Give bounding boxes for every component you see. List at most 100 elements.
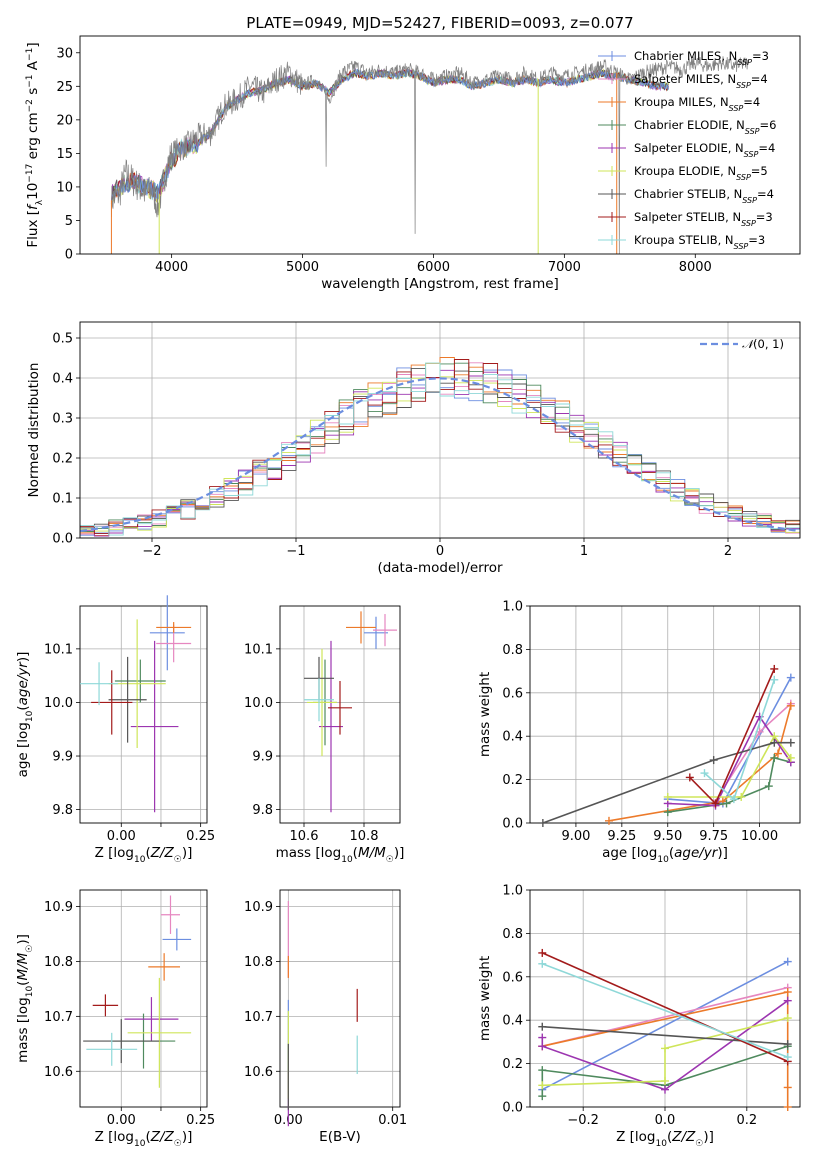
y-tick-label: 10.0 (44, 696, 73, 711)
x-tick-label: 5000 (286, 260, 319, 275)
panel-residuals: −2 −1 0 1 2 0.0 0.1 0.2 0.3 0.4 0.5 𝒩(0, 1) (data-mo… (26, 321, 801, 576)
gaussian-legend-label: 𝒩(0, 1) (742, 337, 784, 351)
x-tick-label: 0.00 (107, 829, 136, 844)
x-tick-label: 10.00 (741, 829, 778, 844)
x-tick-label: −2 (142, 544, 161, 559)
x-tick-label: 0.01 (378, 1113, 407, 1128)
panel-mass_age: 10.6 10.8 9.8 9.9 10.0 10.1 mass [log10(M/M☉)] (244, 605, 405, 865)
legend-entry: Chabrier ELODIE, NSSP=6 (634, 118, 776, 136)
legend-entry: Kroupa ELODIE, NSSP=5 (634, 164, 768, 182)
weight-series-line (541, 952, 789, 1063)
x-tick-label: 10.6 (290, 829, 319, 844)
x-tick-label: −0.2 (567, 1113, 599, 1128)
y-tick-label: 0.0 (52, 532, 73, 547)
y-tick-label: 10.7 (44, 1010, 73, 1025)
age_weight-lines (538, 664, 795, 827)
panel-z_weight: −0.2 0.0 0.2 0.0 0.2 0.4 0.6 0.8 1.0 Z [log10(Z/Z… (477, 884, 801, 1149)
legend-entry: Chabrier MILES, NSSP=3 (634, 49, 769, 67)
legend-entry: Salpeter MILES, NSSP=4 (634, 72, 768, 90)
mass_age-points (304, 611, 397, 813)
spectrum-x-label: wavelength [Angstrom, rest frame] (321, 276, 559, 292)
x-tick-label: 0.2 (736, 1113, 757, 1128)
spectrum-legend: Chabrier MILES, NSSP=3 Salpeter MILES, NS… (598, 49, 776, 251)
y-tick-label: 10.1 (44, 642, 73, 657)
y-tick-label: 1.0 (502, 600, 523, 615)
axes-frame (279, 605, 401, 824)
y-tick-label: 0.2 (52, 452, 73, 467)
y-tick-label: 9.9 (52, 750, 73, 765)
spectrum-y-label: Flux [fλ10−17 erg cm−2 s−1 A−1] (25, 42, 45, 247)
y-tick-label: 10.6 (44, 1065, 73, 1080)
histogram-plot-area (80, 357, 800, 537)
x-tick-label: 9.25 (607, 829, 636, 844)
y-tick-label: 10 (56, 180, 73, 195)
z_mass-y-label: mass [log10(M/M☉)] (15, 934, 35, 1063)
axes-frame (79, 35, 801, 255)
y-tick-label: 0.2 (502, 1057, 523, 1072)
weight-series-line (608, 705, 792, 822)
weight-series-line (667, 734, 792, 798)
x-tick-label: 7000 (548, 260, 581, 275)
y-tick-label: 0.1 (52, 492, 73, 507)
y-tick-label: 1.0 (502, 884, 523, 899)
y-tick-label: 10.0 (244, 696, 273, 711)
z_mass-x-label: Z [log10(Z/Z☉)] (95, 1129, 193, 1149)
x-tick-label: 0.25 (186, 829, 215, 844)
z_age-points (80, 595, 192, 813)
gaussian-curve (80, 377, 800, 533)
y-tick-label: 10.1 (244, 642, 273, 657)
figure-title: PLATE=0949, MJD=52427, FIBERID=0093, z=0… (246, 14, 633, 32)
mass_age-x-label: mass [log10(M/M☉)] (276, 845, 405, 865)
y-tick-label: 10.8 (44, 955, 73, 970)
x-tick-label: 2 (724, 544, 732, 559)
x-tick-label: 9.00 (561, 829, 590, 844)
x-tick-label: 0 (436, 544, 444, 559)
y-tick-label: 0.3 (52, 412, 73, 427)
y-tick-label: 30 (56, 46, 73, 61)
weight-series-line (541, 1000, 789, 1091)
y-tick-label: 0.6 (502, 970, 523, 985)
panel-age_weight: 9.00 9.25 9.50 9.75 10.00 0.0 0.2 0.4 0.6 0.8 1.0 a… (477, 600, 801, 865)
y-tick-label: 0.2 (502, 773, 523, 788)
y-tick-label: 9.8 (252, 803, 273, 818)
x-tick-label: 8000 (679, 260, 712, 275)
residuals-y-label: Normed distribution (26, 363, 42, 498)
y-tick-label: 0.8 (502, 927, 523, 942)
age_weight-x-label: age [log10(age/yr)] (602, 845, 728, 865)
panel-z_age: 0.00 0.25 9.8 9.9 10.0 10.1 Z [log10(Z/Z☉)] age… (15, 595, 215, 865)
y-tick-label: 5 (65, 214, 73, 229)
x-tick-label: 6000 (417, 260, 450, 275)
y-tick-label: 20 (56, 113, 73, 128)
legend-entry: Chabrier STELIB, NSSP=4 (634, 187, 774, 205)
y-tick-label: 0.4 (52, 372, 73, 387)
x-tick-label: 10.8 (350, 829, 379, 844)
y-tick-label: 0.8 (502, 643, 523, 658)
y-tick-label: 0.0 (502, 1101, 523, 1116)
y-tick-label: 15 (56, 147, 73, 162)
x-tick-label: 1 (580, 544, 588, 559)
y-tick-label: 0.4 (502, 1014, 523, 1029)
axes-frame (79, 321, 801, 539)
weight-series-line (703, 679, 776, 801)
weight-series-line (541, 960, 789, 1091)
ebv_mass-points (287, 900, 358, 1127)
y-tick-label: 10.8 (244, 955, 273, 970)
y-tick-label: 0 (65, 248, 73, 263)
x-tick-label: 9.75 (699, 829, 728, 844)
x-tick-label: −1 (286, 544, 305, 559)
z_weight-y-label: mass weight (477, 956, 493, 1041)
y-tick-label: 0.4 (502, 730, 523, 745)
weight-series-line (542, 991, 789, 1107)
age_weight-y-label: mass weight (477, 672, 493, 757)
z_weight-x-label: Z [log10(Z/Z☉)] (616, 1129, 714, 1149)
legend-entry: Salpeter STELIB, NSSP=3 (634, 210, 773, 228)
axes-frame (79, 605, 208, 824)
axes-frame (529, 605, 801, 824)
histogram-series (80, 362, 800, 537)
weight-series-line (667, 715, 792, 807)
z_weight-lines (538, 948, 792, 1111)
y-tick-label: 0.0 (502, 817, 523, 832)
weight-series-line (542, 963, 788, 1058)
